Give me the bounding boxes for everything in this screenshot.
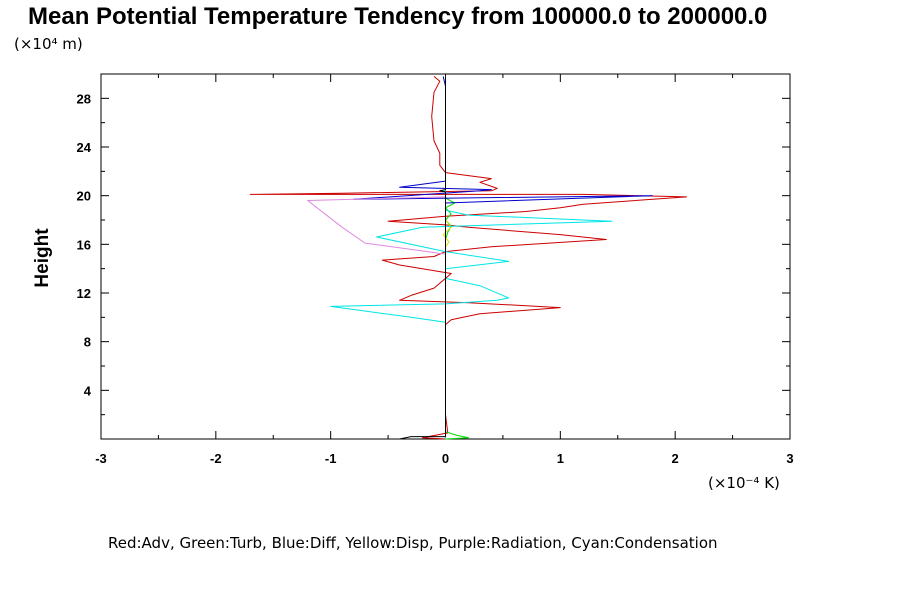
y-tick-label: 8: [84, 335, 91, 350]
series-line-radiation: [307, 76, 446, 439]
series-line-diff: [353, 76, 653, 439]
x-unit-label: (×10⁻⁴ K): [708, 474, 780, 492]
y-tick-label: 24: [77, 140, 92, 155]
legend-text: Red:Adv, Green:Turb, Blue:Diff, Yellow:D…: [108, 534, 718, 552]
y-tick-label: 20: [77, 189, 91, 204]
chart-title: Mean Potential Temperature Tendency from…: [28, 3, 767, 30]
series-line-disp: [442, 76, 452, 439]
x-tick-label: -3: [95, 451, 107, 466]
minor-ticks: [101, 74, 790, 439]
series-line-turb: [445, 76, 469, 440]
x-axis-ticks: -3 -2 -1 0 1 2 3: [95, 74, 794, 466]
y-tick-label: 12: [77, 286, 91, 301]
x-tick-label: 2: [672, 451, 679, 466]
series-line-total: [399, 76, 446, 440]
series-layer: [249, 76, 688, 440]
series-line-condensation: [330, 76, 613, 439]
y-tick-label: 28: [77, 91, 91, 106]
x-tick-label: -2: [210, 451, 222, 466]
x-tick-label: 0: [442, 451, 449, 466]
y-axis-ticks: 4 8 12 16 20 24 28: [77, 91, 790, 398]
series-line-adv: [249, 76, 688, 440]
y-tick-label: 16: [77, 237, 91, 252]
y-unit-label: (×10⁴ m): [14, 35, 83, 53]
y-tick-label: 4: [84, 383, 92, 398]
x-tick-label: -1: [325, 451, 337, 466]
x-tick-label: 3: [786, 451, 793, 466]
x-tick-label: 1: [557, 451, 564, 466]
y-axis-label: Height: [32, 228, 53, 288]
